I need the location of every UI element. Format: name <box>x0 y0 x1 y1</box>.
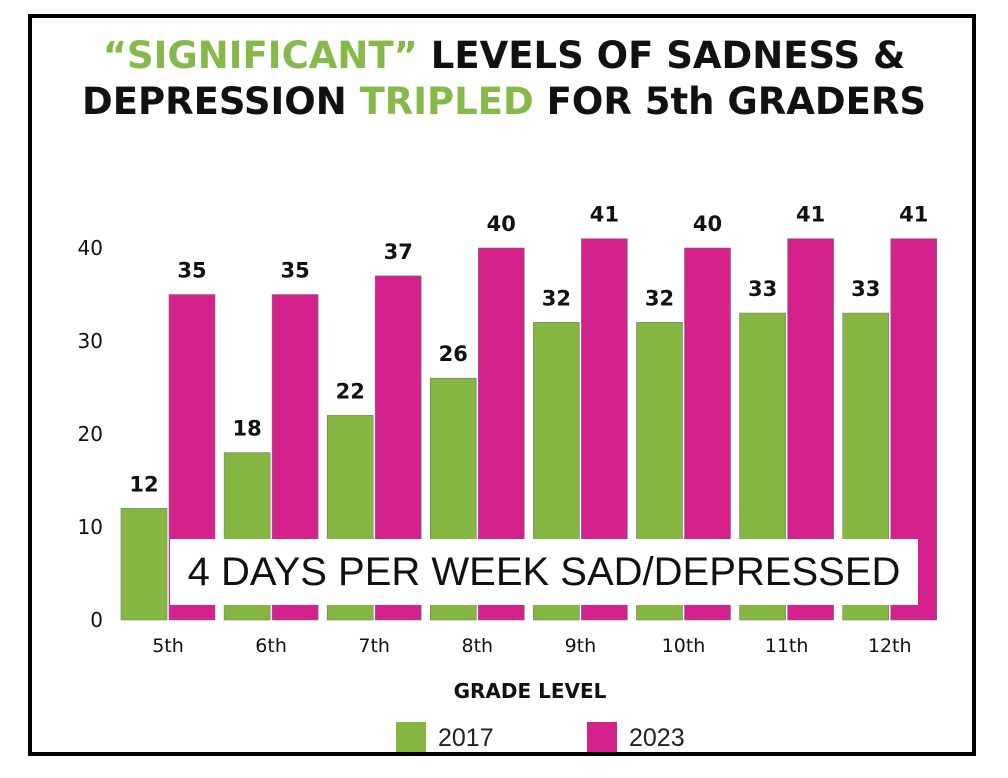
data-label-2023-10th: 40 <box>693 212 722 236</box>
legend-swatch-2023 <box>587 722 617 752</box>
data-labels: 12 35 18 35 22 37 26 40 32 41 32 40 33 41 33 41 <box>129 203 928 497</box>
y-tick-label: 0 <box>90 608 103 632</box>
legend: 2017 2023 <box>396 722 685 752</box>
x-tick-label: 8th <box>462 635 494 657</box>
legend-label-2023: 2023 <box>629 724 685 752</box>
x-tick-label: 6th <box>255 635 287 657</box>
annotation-box <box>170 539 918 605</box>
data-label-2017-6th: 18 <box>232 417 261 441</box>
data-label-2017-12th: 33 <box>851 277 880 301</box>
x-tick-label: 12th <box>868 635 912 657</box>
data-label-2017-8th: 26 <box>439 342 468 366</box>
data-label-2017-11th: 33 <box>748 277 777 301</box>
data-label-2023-5th: 35 <box>177 259 206 283</box>
data-label-2017-10th: 32 <box>645 286 674 310</box>
legend-swatch-2017 <box>396 722 426 752</box>
x-tick-label: 7th <box>358 635 390 657</box>
bar-2017-5th <box>120 508 168 621</box>
title-text-depression: DEPRESSION <box>81 80 360 123</box>
annotation-banner: 4 DAYS PER WEEK SAD/DEPRESSED <box>170 539 918 605</box>
data-label-2017-7th: 22 <box>336 379 365 403</box>
title-text-levels: LEVELS OF SADNESS & <box>417 34 906 77</box>
chart-title-line-2: DEPRESSION TRIPLED FOR 5th GRADERS <box>0 80 1008 123</box>
data-label-2017-5th: 12 <box>129 472 158 496</box>
legend-label-2017: 2017 <box>438 724 494 752</box>
data-label-2023-12th: 41 <box>899 203 928 227</box>
y-tick-label: 10 <box>78 515 103 539</box>
annotation-text: 4 DAYS PER WEEK SAD/DEPRESSED <box>188 550 901 594</box>
y-tick-label: 20 <box>78 422 103 446</box>
x-tick-label: 9th <box>565 635 597 657</box>
data-label-2023-6th: 35 <box>280 259 309 283</box>
data-label-2023-8th: 40 <box>487 212 516 236</box>
y-tick-label: 30 <box>78 329 103 353</box>
x-tick-label: 11th <box>765 635 809 657</box>
data-label-2023-7th: 37 <box>384 240 413 264</box>
title-word-tripled: TRIPLED <box>359 80 534 123</box>
y-axis-ticks: 0 10 20 30 40 <box>78 236 103 632</box>
data-label-2017-9th: 32 <box>542 286 571 310</box>
data-label-2023-11th: 41 <box>796 203 825 227</box>
y-tick-label: 40 <box>78 236 103 260</box>
x-tick-label: 5th <box>152 635 184 657</box>
data-label-2023-9th: 41 <box>590 203 619 227</box>
chart-title-line-1: “SIGNIFICANT” LEVELS OF SADNESS & <box>0 34 1008 77</box>
x-tick-label: 10th <box>662 635 706 657</box>
x-axis-ticks: 5th 6th 7th 8th 9th 10th 11th 12th <box>152 635 911 657</box>
title-word-significant: “SIGNIFICANT” <box>102 34 418 77</box>
title-text-graders: FOR 5th GRADERS <box>533 80 927 123</box>
x-axis-label: GRADE LEVEL <box>454 679 607 703</box>
